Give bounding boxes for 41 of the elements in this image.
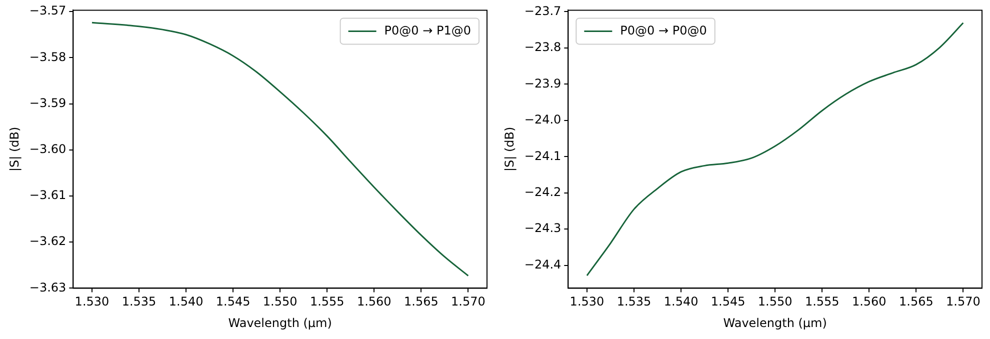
- x-tick-label: 1.535: [122, 294, 156, 309]
- legend-label: P0@0 → P0@0: [620, 23, 707, 38]
- x-tick-label: 1.540: [168, 294, 204, 309]
- y-tick-label: −3.61: [29, 188, 66, 202]
- y-tick-label: −24.0: [524, 112, 562, 127]
- x-axis-title: Wavelength (µm): [228, 316, 332, 330]
- y-tick-label: −24.3: [524, 221, 562, 236]
- y-tick-label: −24.2: [524, 185, 562, 199]
- y-tick-label: −3.62: [29, 234, 66, 248]
- x-tick-label: 1.555: [804, 294, 840, 309]
- x-tick-label: 1.565: [898, 294, 934, 309]
- y-tick-label: −23.8: [524, 40, 562, 54]
- legend-label: P0@0 → P1@0: [384, 23, 472, 38]
- x-tick-label: 1.565: [404, 294, 438, 309]
- y-axis-title: |S| (dB): [7, 126, 22, 172]
- y-axis-title: |S| (dB): [502, 126, 516, 172]
- x-tick-label: 1.545: [710, 294, 746, 309]
- x-tick-label: 1.545: [216, 294, 250, 309]
- x-tick-label: 1.570: [451, 294, 486, 309]
- y-tick-label: −24.4: [524, 257, 562, 272]
- y-tick-label: −3.63: [29, 280, 66, 294]
- x-axis-title: Wavelength (µm): [723, 316, 827, 330]
- x-tick-label: 1.530: [74, 294, 110, 309]
- y-tick-label: −23.9: [524, 76, 562, 90]
- x-tick-label: 1.530: [570, 294, 604, 309]
- y-tick-label: −3.60: [29, 142, 66, 156]
- x-tick-label: 1.540: [664, 294, 698, 309]
- x-tick-label: 1.550: [262, 294, 298, 309]
- y-tick-label: −24.1: [524, 148, 562, 163]
- y-tick-label: −3.57: [29, 4, 66, 18]
- x-tick-label: 1.555: [310, 294, 344, 309]
- x-tick-label: 1.550: [758, 294, 792, 309]
- x-tick-label: 1.570: [946, 294, 980, 309]
- x-tick-label: 1.535: [616, 294, 652, 309]
- x-tick-label: 1.560: [356, 294, 392, 309]
- line-series: [586, 22, 964, 276]
- y-tick-label: −3.58: [29, 50, 66, 64]
- line-series: [91, 22, 469, 276]
- y-tick-label: −23.7: [524, 4, 562, 18]
- x-tick-label: 1.560: [852, 294, 886, 309]
- y-tick-label: −3.59: [29, 96, 66, 110]
